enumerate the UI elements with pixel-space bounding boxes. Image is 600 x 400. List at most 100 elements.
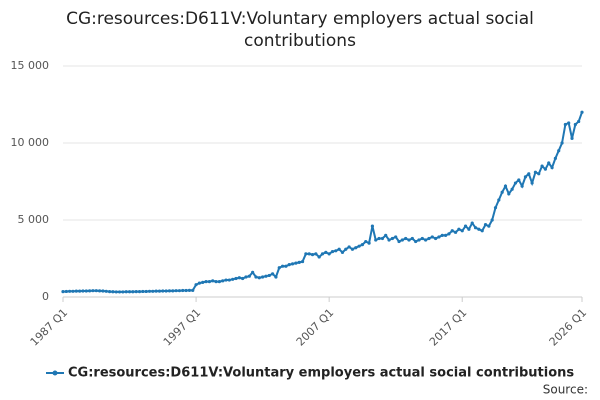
point	[117, 290, 122, 294]
point	[267, 273, 271, 278]
point	[374, 238, 378, 242]
point	[377, 236, 381, 241]
point	[147, 289, 152, 293]
y-tick-label: 5 000	[18, 213, 50, 226]
point	[134, 290, 138, 294]
point	[121, 290, 125, 294]
point	[324, 250, 328, 254]
x-tick-label: 2017 Q1	[427, 306, 470, 349]
point	[161, 289, 165, 293]
point	[500, 190, 504, 194]
point	[360, 243, 365, 247]
point	[537, 172, 541, 176]
point	[533, 170, 538, 174]
point	[430, 235, 434, 239]
point	[420, 236, 424, 241]
legend-marker	[52, 370, 58, 376]
point	[174, 289, 178, 293]
point	[460, 229, 464, 233]
point	[88, 289, 92, 293]
point	[340, 250, 345, 254]
point	[497, 198, 501, 202]
point	[427, 236, 431, 241]
point	[127, 290, 132, 294]
point	[530, 181, 534, 185]
point	[330, 249, 335, 254]
point	[327, 252, 331, 256]
point	[483, 223, 488, 227]
point	[307, 252, 311, 256]
point	[74, 289, 78, 293]
point	[201, 280, 205, 284]
point	[417, 238, 421, 242]
point	[111, 290, 115, 294]
point	[563, 122, 567, 127]
point	[414, 239, 418, 244]
point	[567, 121, 571, 125]
point	[493, 206, 498, 210]
point	[520, 184, 524, 188]
point	[407, 238, 411, 242]
point	[447, 232, 451, 236]
point	[553, 156, 557, 160]
point	[97, 289, 102, 293]
point	[207, 280, 211, 284]
point	[473, 226, 478, 230]
point	[490, 218, 494, 222]
point	[234, 276, 238, 281]
point	[507, 192, 511, 196]
x-tick-label: 2007 Q1	[294, 306, 337, 349]
source: Source:	[543, 383, 588, 397]
point	[294, 261, 298, 265]
point	[397, 239, 401, 244]
point	[344, 247, 348, 251]
point	[221, 279, 225, 283]
point	[284, 264, 288, 268]
point	[457, 227, 461, 231]
point	[167, 289, 172, 293]
point	[191, 288, 195, 292]
point	[137, 290, 142, 294]
point	[480, 229, 484, 233]
legend-label: CG:resources:D611V:Voluntary employers a…	[68, 366, 574, 381]
point	[434, 236, 438, 241]
y-tick-label: 15 000	[11, 59, 50, 72]
point	[320, 252, 325, 256]
point	[217, 280, 221, 284]
point	[387, 238, 391, 242]
point	[101, 289, 105, 293]
point	[540, 164, 544, 168]
point	[527, 172, 531, 176]
point	[510, 187, 514, 191]
point	[154, 289, 158, 293]
point	[157, 289, 162, 293]
point	[187, 288, 192, 292]
point	[214, 280, 218, 284]
point	[231, 277, 235, 281]
point	[577, 119, 581, 124]
point	[290, 262, 295, 266]
point	[390, 236, 394, 241]
point	[557, 149, 561, 153]
point	[81, 289, 85, 293]
y-tick-label: 10 000	[11, 136, 50, 149]
point	[570, 136, 574, 140]
point	[254, 275, 258, 279]
point	[357, 244, 361, 248]
point	[573, 122, 577, 127]
point	[297, 260, 301, 264]
point	[227, 278, 231, 282]
point	[114, 290, 118, 294]
point	[164, 289, 168, 293]
point	[107, 290, 112, 294]
point	[64, 289, 68, 294]
point	[194, 283, 198, 287]
point	[261, 275, 265, 279]
point	[450, 229, 454, 233]
x-tick-label: 1997 Q1	[161, 306, 204, 349]
point	[287, 263, 291, 267]
point	[347, 245, 351, 249]
x-tick-label: 2026 Q1	[547, 306, 590, 349]
point	[487, 224, 491, 228]
